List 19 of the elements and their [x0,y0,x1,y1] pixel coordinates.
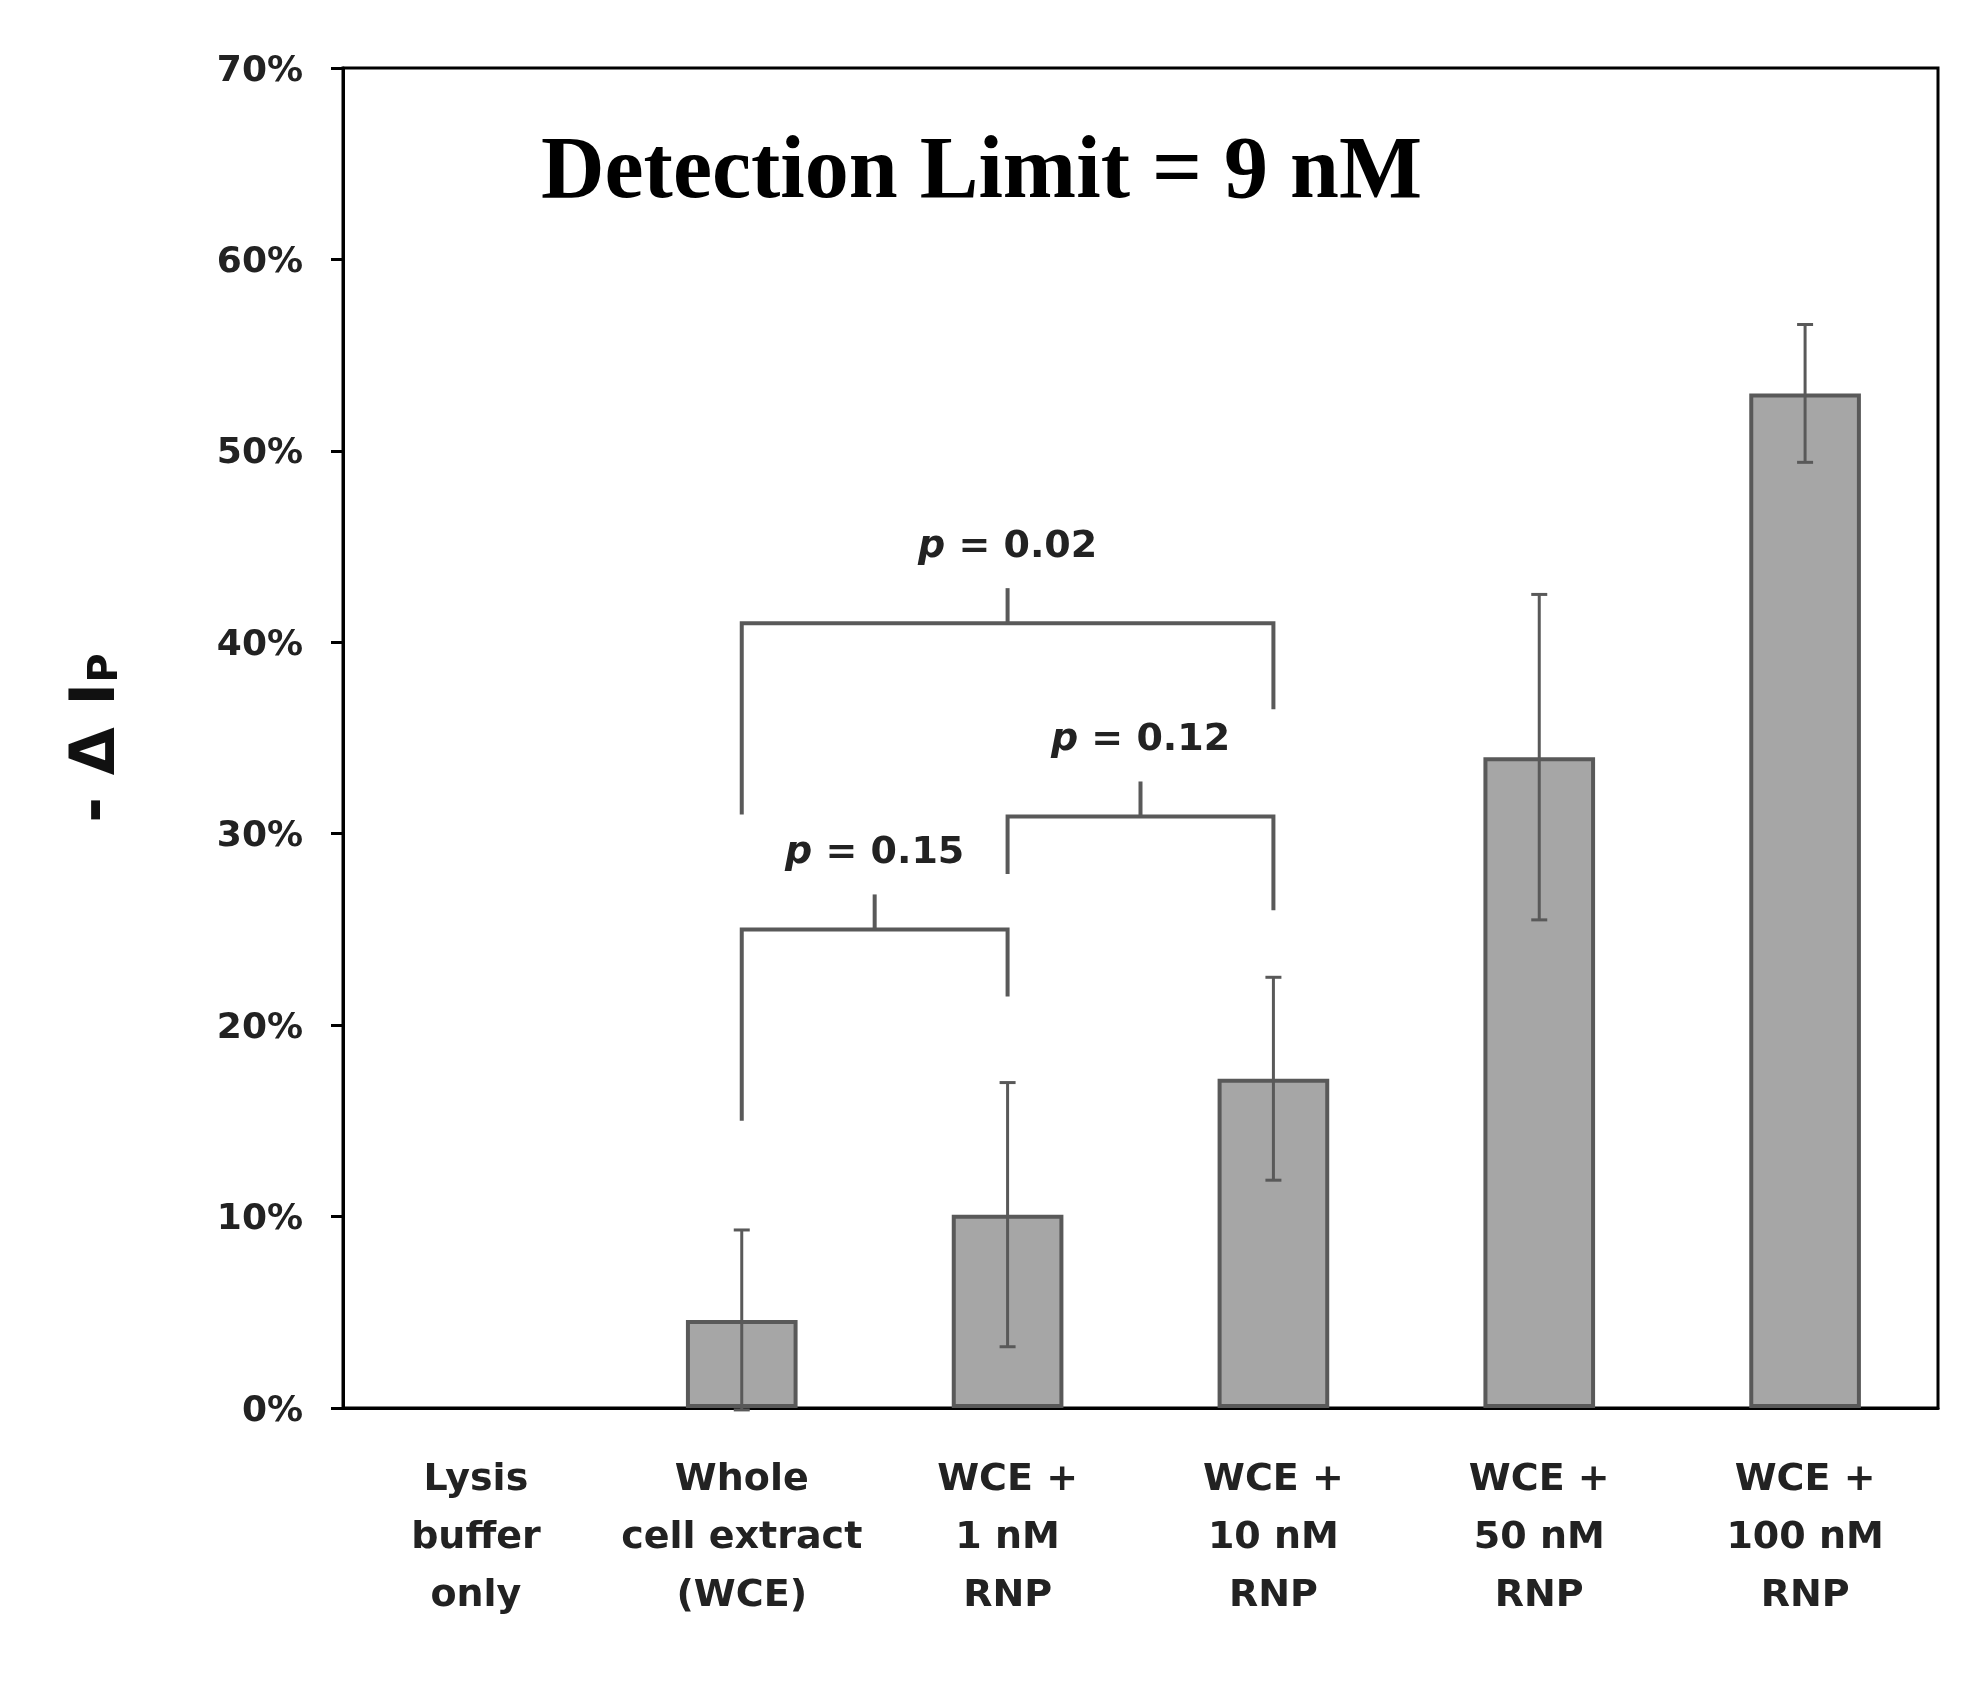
y-axis-title: - Δ IP [55,653,129,823]
x-tick-label: WCE + 100 nM RNP [1726,1455,1884,1615]
annotation: Detection Limit = 9 nM [541,118,1423,216]
y-tick-label: 0% [241,1387,303,1429]
y-tick-label: 10% [216,1196,303,1238]
x-tick-label: Whole cell extract (WCE) [621,1455,863,1615]
y-tick-label: 70% [216,47,303,89]
y-tick-label: 50% [216,430,303,472]
annotation: p = 0.15 [784,828,965,873]
y-tick-label: 30% [216,813,303,855]
x-tick-label: WCE + 50 nM RNP [1468,1455,1610,1615]
y-tick-label: 20% [216,1004,303,1046]
x-tick-label: WCE + 10 nM RNP [1202,1455,1344,1615]
y-tick-label: 40% [216,621,303,663]
x-tick-label: Lysis buffer only [411,1455,541,1615]
annotation: p = 0.12 [1049,715,1231,760]
x-tick-label: WCE + 1 nM RNP [937,1455,1079,1615]
y-tick-label: 60% [216,238,303,280]
annotation: p = 0.02 [916,522,1098,567]
